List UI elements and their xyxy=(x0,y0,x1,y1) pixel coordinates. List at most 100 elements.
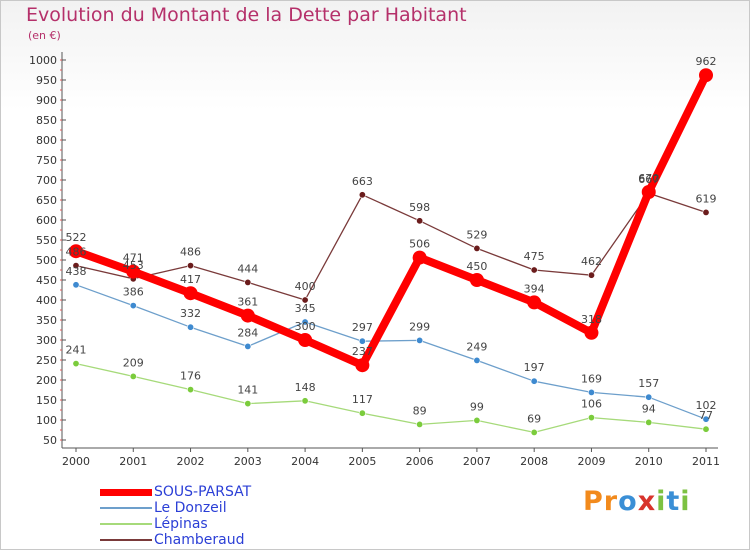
data-point-Le Donzeil-2002 xyxy=(187,323,195,331)
data-label-Chamberaud-2009: 462 xyxy=(581,255,602,268)
data-label-Le Donzeil-2004: 345 xyxy=(295,302,316,315)
data-label-Lépinas-2003: 141 xyxy=(237,384,258,397)
data-label-SOUS-PARSAT-2002: 417 xyxy=(180,273,201,286)
data-label-Lépinas-2004: 148 xyxy=(295,381,316,394)
logo-letter: x xyxy=(637,486,657,517)
data-point-Lépinas-2009 xyxy=(587,414,595,422)
legend-swatch xyxy=(100,507,152,509)
data-label-SOUS-PARSAT-2006: 506 xyxy=(409,238,430,251)
data-point-Le Donzeil-2010 xyxy=(645,393,653,401)
y-tick-label-400: 400 xyxy=(36,294,57,307)
y-tick-label-300: 300 xyxy=(36,334,57,347)
x-tick-label-2008: 2008 xyxy=(520,455,548,468)
legend-label: Le Donzeil xyxy=(154,500,227,516)
x-tick-label-2002: 2002 xyxy=(177,455,205,468)
data-point-Lépinas-2006 xyxy=(416,420,424,428)
data-point-Le Donzeil-2006 xyxy=(416,336,424,344)
data-label-Chamberaud-2000: 486 xyxy=(66,246,87,259)
data-point-Chamberaud-2006 xyxy=(416,217,424,225)
data-label-SOUS-PARSAT-2000: 522 xyxy=(66,231,87,244)
data-label-Lépinas-2002: 176 xyxy=(180,370,201,383)
data-label-Chamberaud-2002: 486 xyxy=(180,246,201,259)
logo-letter: t xyxy=(666,486,681,517)
data-label-Lépinas-2007: 99 xyxy=(470,400,484,413)
data-label-Lépinas-2006: 89 xyxy=(413,404,427,417)
y-tick-label-700: 700 xyxy=(36,174,57,187)
data-label-Chamberaud-2006: 598 xyxy=(409,201,430,214)
data-label-Chamberaud-2004: 400 xyxy=(295,280,316,293)
y-tick-label-350: 350 xyxy=(36,314,57,327)
data-point-Lépinas-2002 xyxy=(187,386,195,394)
y-tick-label-500: 500 xyxy=(36,254,57,267)
data-label-Le Donzeil-2006: 299 xyxy=(409,320,430,333)
data-point-SOUS-PARSAT-2000 xyxy=(69,244,83,259)
x-tick-label-2000: 2000 xyxy=(62,455,90,468)
x-tick-label-2004: 2004 xyxy=(291,455,319,468)
data-point-Chamberaud-2005 xyxy=(358,191,366,199)
data-label-Lépinas-2010: 94 xyxy=(642,402,656,415)
y-tick-label-800: 800 xyxy=(36,134,57,147)
data-label-SOUS-PARSAT-2004: 300 xyxy=(295,320,316,333)
data-point-Lépinas-2007 xyxy=(473,416,481,424)
y-tick-label-200: 200 xyxy=(36,374,57,387)
x-tick-label-2001: 2001 xyxy=(119,455,147,468)
data-point-Le Donzeil-2008 xyxy=(530,377,538,385)
data-point-SOUS-PARSAT-2008 xyxy=(527,295,542,310)
data-point-SOUS-PARSAT-2002 xyxy=(183,286,198,301)
y-tick-label-750: 750 xyxy=(36,154,57,167)
data-point-Chamberaud-2007 xyxy=(473,244,481,252)
data-label-Lépinas-2009: 106 xyxy=(581,398,602,411)
legend-label: Chamberaud xyxy=(154,532,245,548)
logo-letter: i xyxy=(680,486,691,517)
data-point-SOUS-PARSAT-2004 xyxy=(298,333,313,347)
chart-subtitle: (en €) xyxy=(28,29,61,42)
data-label-Le Donzeil-2000: 438 xyxy=(66,265,87,278)
data-point-SOUS-PARSAT-2001 xyxy=(126,264,141,279)
data-label-SOUS-PARSAT-2009: 318 xyxy=(581,313,602,326)
data-point-SOUS-PARSAT-2007 xyxy=(469,273,484,287)
legend-swatch xyxy=(100,489,152,496)
y-tick-label-150: 150 xyxy=(36,394,57,407)
data-label-Chamberaud-2007: 529 xyxy=(466,228,487,241)
series-line-Chamberaud xyxy=(75,192,707,301)
data-label-Le Donzeil-2001: 386 xyxy=(123,286,144,299)
y-tick-label-950: 950 xyxy=(36,74,57,87)
legend-swatch xyxy=(100,523,152,525)
data-point-Lépinas-2010 xyxy=(645,418,653,426)
x-tick-label-2010: 2010 xyxy=(635,455,663,468)
y-tick-label-100: 100 xyxy=(36,414,57,427)
data-label-Chamberaud-2005: 663 xyxy=(352,175,373,188)
y-tick-label-50: 50 xyxy=(43,434,57,447)
data-label-Le Donzeil-2011: 102 xyxy=(696,399,717,412)
data-label-Chamberaud-2010: 667 xyxy=(638,173,659,186)
data-point-Le Donzeil-2011 xyxy=(702,415,710,423)
x-tick-label-2011: 2011 xyxy=(692,455,720,468)
data-point-Lépinas-2004 xyxy=(301,397,309,405)
data-point-Le Donzeil-2007 xyxy=(473,356,481,364)
data-point-Le Donzeil-2005 xyxy=(358,337,366,345)
data-label-Chamberaud-2008: 475 xyxy=(524,250,545,263)
data-label-Chamberaud-2003: 444 xyxy=(237,262,258,275)
chart-title: Evolution du Montant de la Dette par Hab… xyxy=(26,4,467,26)
data-point-Lépinas-2011 xyxy=(702,425,710,433)
data-label-Lépinas-2005: 117 xyxy=(352,393,373,406)
data-point-Chamberaud-2003 xyxy=(244,278,252,286)
logo-letter: r xyxy=(603,486,619,517)
data-label-Lépinas-2000: 241 xyxy=(66,344,87,357)
data-label-SOUS-PARSAT-2008: 394 xyxy=(524,282,545,295)
data-point-Le Donzeil-2004 xyxy=(301,318,309,326)
data-label-Le Donzeil-2007: 249 xyxy=(466,340,487,353)
data-point-SOUS-PARSAT-2005 xyxy=(355,358,370,373)
data-point-SOUS-PARSAT-2006 xyxy=(412,250,427,265)
data-label-Le Donzeil-2002: 332 xyxy=(180,307,201,320)
data-point-Lépinas-2001 xyxy=(129,372,137,380)
legend-label: Lépinas xyxy=(154,516,208,532)
data-label-Le Donzeil-2003: 284 xyxy=(237,326,258,339)
x-tick-label-2005: 2005 xyxy=(348,455,376,468)
series-line-Le Donzeil xyxy=(75,284,707,420)
data-point-Lépinas-2005 xyxy=(358,409,366,417)
data-label-SOUS-PARSAT-2010: 670 xyxy=(638,172,659,185)
data-label-Le Donzeil-2008: 197 xyxy=(524,361,545,374)
y-tick-label-250: 250 xyxy=(36,354,57,367)
data-label-SOUS-PARSAT-2003: 361 xyxy=(237,296,258,309)
